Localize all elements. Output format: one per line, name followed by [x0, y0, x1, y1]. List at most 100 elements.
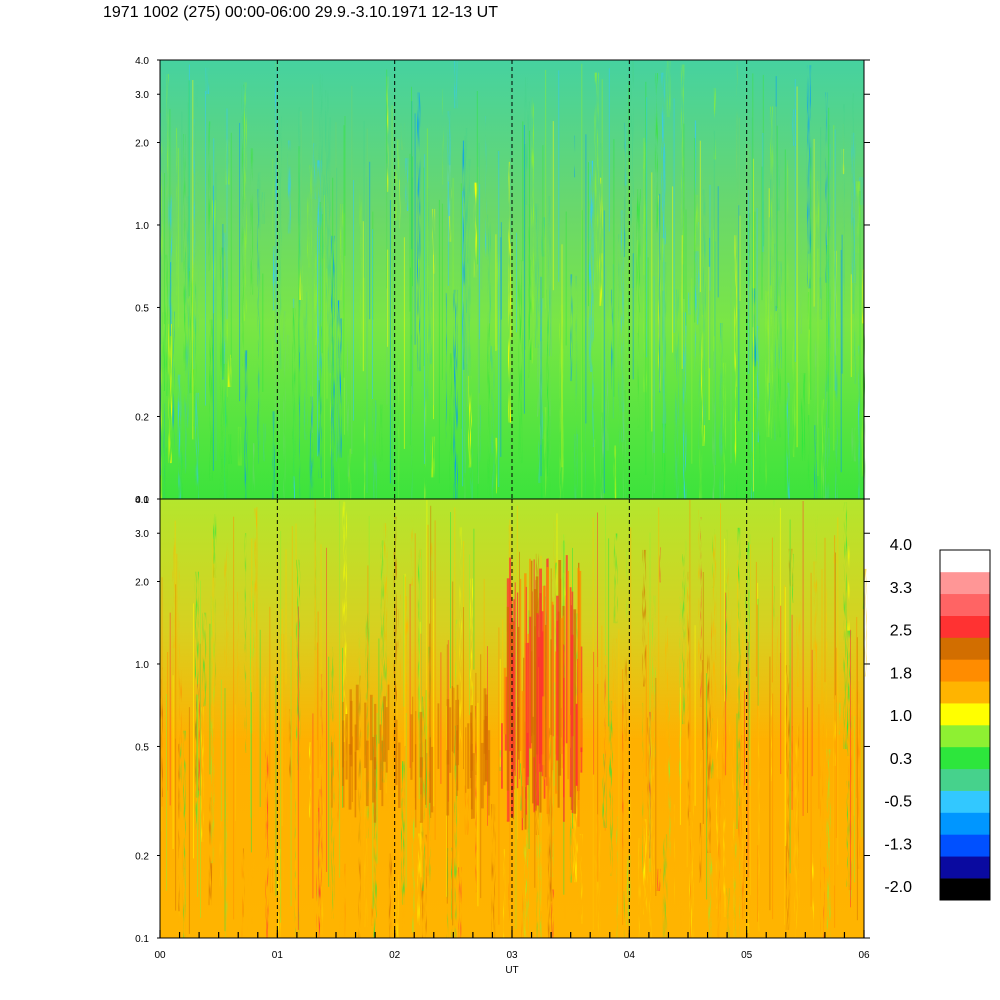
fine-streak [833, 699, 835, 886]
texture-stripe [166, 74, 170, 207]
intense-streak [470, 705, 473, 771]
fine-streak [276, 147, 278, 332]
texture-stripe [485, 116, 487, 283]
intense-streak [510, 596, 513, 734]
texture-stripe [518, 260, 523, 464]
texture-stripe [299, 265, 303, 300]
fine-streak [810, 147, 812, 400]
fine-streak [522, 121, 524, 262]
colorbar-swatch [940, 790, 990, 813]
fine-streak [405, 713, 407, 888]
intense-streak [567, 570, 569, 780]
texture-stripe [666, 61, 671, 118]
texture-stripe [257, 189, 259, 464]
fine-streak [810, 572, 812, 907]
fine-streak [853, 689, 855, 816]
fine-streak [724, 538, 726, 702]
fine-streak [418, 258, 420, 368]
texture-stripe [773, 499, 775, 589]
texture-stripe [410, 520, 414, 586]
intense-streak [542, 696, 545, 766]
fine-streak [351, 85, 353, 455]
fine-streak [209, 623, 211, 775]
texture-stripe [859, 177, 864, 205]
fine-streak [404, 573, 406, 747]
fine-streak [215, 172, 217, 461]
texture-stripe [722, 737, 725, 785]
texture-stripe [628, 142, 631, 227]
texture-stripe [546, 289, 550, 477]
intense-streak [342, 701, 344, 768]
texture-stripe [236, 591, 240, 727]
texture-stripe [707, 647, 711, 853]
texture-stripe [181, 440, 184, 499]
fine-streak [475, 672, 477, 775]
texture-stripe [165, 254, 168, 396]
texture-stripe [160, 344, 163, 499]
texture-stripe [776, 160, 781, 211]
texture-stripe [745, 560, 747, 643]
fine-streak [683, 123, 685, 299]
intense-streak [527, 642, 530, 777]
texture-stripe [261, 192, 265, 224]
texture-stripe [680, 64, 685, 323]
texture-stripe [339, 203, 345, 319]
texture-stripe [400, 123, 405, 150]
texture-stripe [841, 148, 845, 175]
fine-streak [737, 560, 738, 704]
texture-stripe [826, 749, 831, 938]
texture-stripe [588, 160, 593, 372]
fine-streak [647, 257, 649, 432]
fine-streak [262, 273, 264, 392]
fine-streak [694, 625, 696, 806]
fine-streak [170, 262, 172, 337]
fine-streak [564, 595, 566, 919]
fine-streak [344, 116, 346, 256]
texture-stripe [673, 804, 676, 905]
fine-streak [290, 636, 292, 907]
texture-stripe [508, 882, 510, 923]
texture-stripe [764, 290, 767, 499]
fine-streak [500, 222, 502, 320]
fine-streak [392, 252, 394, 485]
intense-streak [525, 586, 527, 815]
fine-streak [403, 575, 405, 707]
intense-streak [480, 742, 484, 809]
intense-streak [521, 691, 524, 818]
intense-streak [395, 719, 398, 786]
fine-streak [622, 669, 624, 925]
texture-stripe [622, 411, 626, 499]
fine-streak [193, 603, 194, 859]
intense-streak [383, 696, 386, 762]
texture-stripe [662, 834, 668, 938]
fine-streak [452, 581, 454, 926]
fine-streak [752, 73, 754, 328]
intense-streak [578, 570, 582, 770]
intense-streak [410, 714, 413, 780]
fine-streak [545, 69, 547, 309]
texture-stripe [342, 501, 347, 761]
fine-streak [833, 125, 835, 451]
texture-stripe [344, 863, 346, 938]
texture-stripe [219, 247, 225, 499]
texture-stripe [650, 719, 655, 886]
texture-stripe [183, 730, 186, 938]
axes: 0.10.20.51.02.03.04.00.10.20.51.02.03.04… [135, 56, 870, 976]
fine-streak [840, 249, 842, 473]
texture-stripe [694, 194, 699, 252]
x-tick-label: 06 [858, 950, 870, 961]
texture-stripe [618, 234, 620, 499]
fine-streak [856, 637, 858, 921]
texture-stripe [626, 854, 631, 926]
intense-streak [539, 568, 542, 772]
texture-stripe [836, 702, 841, 735]
fine-streak [376, 713, 378, 864]
y-tick-label: 0.1 [135, 934, 149, 945]
fine-streak [747, 641, 749, 878]
texture-stripe [651, 369, 654, 499]
texture-stripe [726, 888, 730, 938]
fine-streak [409, 267, 411, 446]
fine-streak [450, 512, 451, 689]
fine-streak [623, 148, 625, 441]
fine-streak [274, 185, 276, 424]
